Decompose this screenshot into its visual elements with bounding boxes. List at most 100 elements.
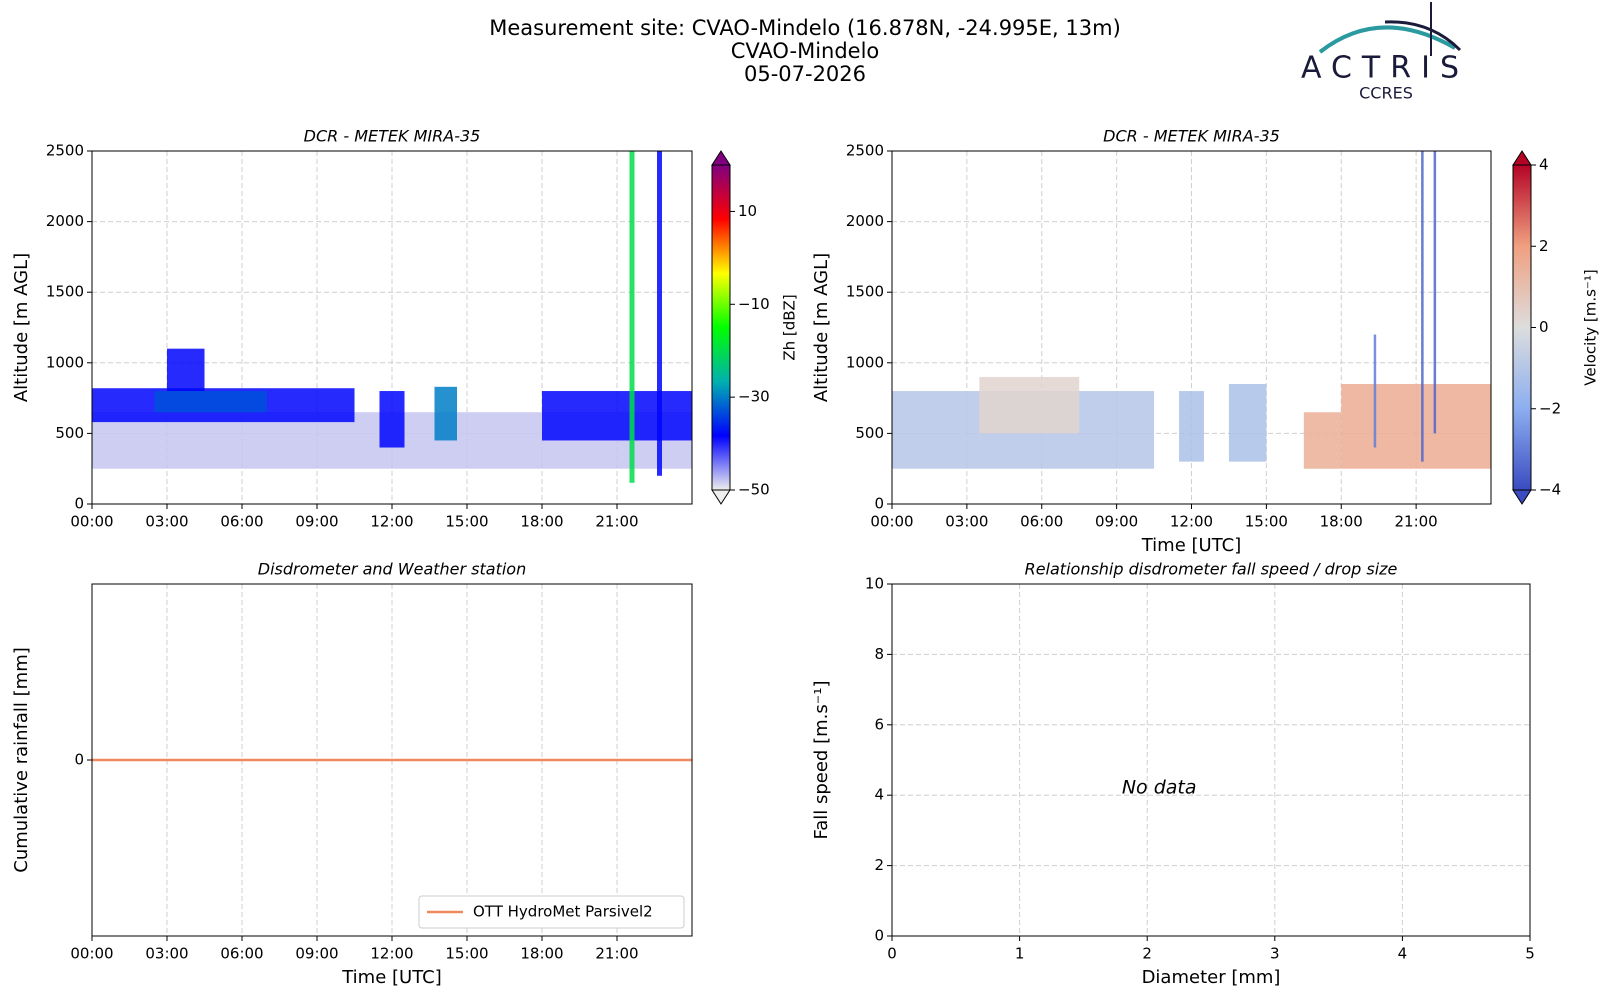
panel: 00:00 03:00 06:00 09:00 12:00 15:00 18:00 21:00… xyxy=(11,127,799,531)
x-tick-label: 18:00 xyxy=(1320,513,1363,531)
panel: 0 1 2 3 4 5 0 2 4 6 8 10 No data Relationship disdrom… xyxy=(811,560,1535,989)
y-tick-label: 2000 xyxy=(846,212,884,230)
legend-label: OTT HydroMet Parsivel2 xyxy=(473,903,653,921)
y-tick-label: 2500 xyxy=(846,142,884,160)
colorbar-extend xyxy=(711,150,731,166)
panel-title: DCR - METEK MIRA-35 xyxy=(304,127,481,146)
x-tick-label: 15:00 xyxy=(1245,513,1288,531)
echo-region xyxy=(154,391,267,413)
echo-region xyxy=(979,376,1080,434)
colorbar xyxy=(1513,165,1531,490)
y-axis-label: Fall speed [m.s⁻¹] xyxy=(811,681,832,840)
echo-region xyxy=(167,348,205,392)
echo-region xyxy=(1373,334,1377,448)
colorbar-tick-label: 10 xyxy=(738,202,757,220)
colorbar-extend xyxy=(711,489,731,505)
logo-subtitle: CCRES xyxy=(1359,84,1413,103)
echo-region xyxy=(1303,412,1342,469)
plot-frame xyxy=(891,583,1531,937)
x-tick-label: 06:00 xyxy=(220,513,263,531)
x-tick-label: 15:00 xyxy=(445,945,488,963)
x-tick-label: 12:00 xyxy=(370,945,413,963)
echo-region xyxy=(1179,391,1204,462)
echo-region xyxy=(657,151,662,476)
x-tick-label: 06:00 xyxy=(220,945,263,963)
x-tick-label: 09:00 xyxy=(1095,513,1138,531)
x-tick-label: 03:00 xyxy=(945,513,988,531)
x-tick-label: 21:00 xyxy=(595,513,638,531)
colorbar-tick-label: −30 xyxy=(738,388,770,406)
colorbar-tick-label: −10 xyxy=(738,295,770,313)
y-axis-label: Cumulative rainfall [mm] xyxy=(11,647,32,873)
logo-name: ACTRIS xyxy=(1301,51,1469,86)
annotation: No data xyxy=(1122,777,1197,799)
y-tick-label: 0 xyxy=(74,495,84,513)
x-tick-label: 2 xyxy=(1142,945,1152,963)
x-tick-label: 09:00 xyxy=(295,945,338,963)
x-tick-label: 00:00 xyxy=(70,513,113,531)
header-line: CVAO-Mindelo xyxy=(731,39,880,63)
y-tick-label: 1000 xyxy=(46,353,84,371)
y-tick-label: 6 xyxy=(874,715,884,733)
y-tick-label: 500 xyxy=(55,424,84,442)
logo: ACTRIS CCRES xyxy=(1301,2,1469,103)
colorbar-label: Zh [dBZ] xyxy=(781,294,799,360)
echo-region xyxy=(1341,383,1491,469)
y-tick-label: 1500 xyxy=(846,283,884,301)
header-line: 05-07-2026 xyxy=(744,62,866,86)
logo-arc xyxy=(1384,20,1462,52)
x-tick-label: 3 xyxy=(1270,945,1280,963)
y-tick-label: 0 xyxy=(874,495,884,513)
echo-region xyxy=(1228,383,1267,462)
x-tick-label: 5 xyxy=(1525,945,1535,963)
plot-frame xyxy=(891,150,1492,505)
echo-region xyxy=(379,391,405,448)
x-tick-label: 12:00 xyxy=(1170,513,1213,531)
y-tick-label: 4 xyxy=(874,786,884,804)
x-axis-label: Time [UTC] xyxy=(341,967,442,988)
x-tick-label: 21:00 xyxy=(1395,513,1438,531)
colorbar xyxy=(712,165,730,490)
panel: 00:00 03:00 06:00 09:00 12:00 15:00 18:00 21:00… xyxy=(811,127,1600,557)
y-tick-label: 2 xyxy=(874,856,884,874)
echo-region xyxy=(629,151,635,483)
colorbar-frame xyxy=(711,164,731,491)
plot-frame xyxy=(91,583,693,937)
x-axis-label: Time [UTC] xyxy=(1141,535,1242,556)
panel-title: Relationship disdrometer fall speed / dr… xyxy=(1025,560,1398,579)
y-tick-label: 0 xyxy=(74,751,84,769)
y-tick-label: 500 xyxy=(855,424,884,442)
colorbar-label: Velocity [m.s⁻¹] xyxy=(1582,269,1600,385)
x-tick-label: 4 xyxy=(1398,945,1408,963)
x-tick-label: 1 xyxy=(1015,945,1025,963)
x-tick-label: 06:00 xyxy=(1020,513,1063,531)
colorbar-tick-label: −50 xyxy=(738,481,770,499)
x-tick-label: 09:00 xyxy=(295,513,338,531)
echo-region xyxy=(1433,151,1437,434)
x-tick-label: 03:00 xyxy=(145,945,188,963)
y-tick-label: 8 xyxy=(874,645,884,663)
echo-region xyxy=(542,391,692,441)
x-tick-label: 18:00 xyxy=(520,513,563,531)
echo-region xyxy=(1421,151,1424,462)
colorbar-tick-label: 0 xyxy=(1539,318,1549,336)
y-axis-label: Altitude [m AGL] xyxy=(11,253,32,402)
panel-title: DCR - METEK MIRA-35 xyxy=(1103,127,1280,146)
y-tick-label: 1000 xyxy=(846,353,884,371)
y-tick-label: 1500 xyxy=(46,283,84,301)
header-line: Measurement site: CVAO-Mindelo (16.878N,… xyxy=(489,16,1121,40)
y-tick-label: 0 xyxy=(874,927,884,945)
plot-frame xyxy=(91,150,693,505)
x-tick-label: 21:00 xyxy=(595,945,638,963)
colorbar-tick-label: −4 xyxy=(1539,481,1561,499)
x-tick-label: 12:00 xyxy=(370,513,413,531)
x-tick-label: 0 xyxy=(887,945,897,963)
colorbar-tick-label: 4 xyxy=(1539,156,1549,174)
y-tick-label: 2000 xyxy=(46,212,84,230)
colorbar-extend xyxy=(1512,150,1532,166)
y-tick-label: 2500 xyxy=(46,142,84,160)
panel-title: Disdrometer and Weather station xyxy=(258,560,526,579)
colorbar-extend xyxy=(1512,489,1532,505)
